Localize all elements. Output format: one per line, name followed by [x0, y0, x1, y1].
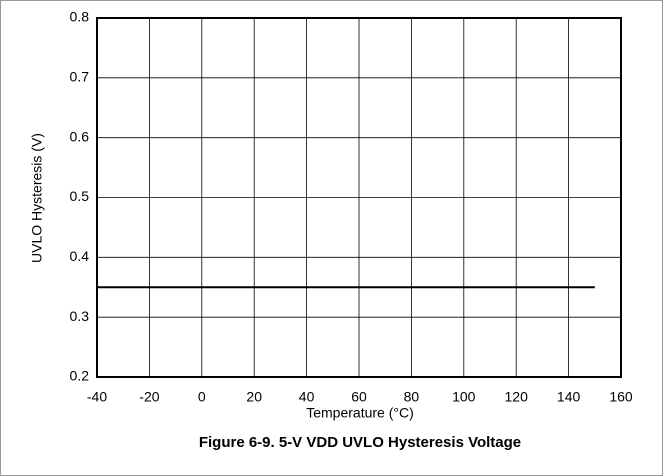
x-axis-label: Temperature (°C) — [306, 405, 414, 421]
x-tick-label: 0 — [198, 389, 206, 405]
y-axis-label: UVLO Hysteresis (V) — [29, 133, 45, 263]
x-tick-label: 40 — [299, 389, 315, 405]
x-tick-label: -40 — [87, 389, 107, 405]
y-tick-label: 0.2 — [70, 368, 90, 384]
plot-border — [96, 17, 622, 378]
y-tick-label: 0.5 — [70, 188, 90, 204]
chart-title: Figure 6-9. 5-V VDD UVLO Hysteresis Volt… — [199, 434, 521, 451]
y-tick-label: 0.3 — [70, 308, 90, 324]
y-tick-label: 0.7 — [70, 69, 90, 85]
x-tick-label: 20 — [246, 389, 262, 405]
x-tick-label: -20 — [139, 389, 159, 405]
y-tick-label: 0.6 — [70, 128, 90, 144]
x-tick-label: 80 — [404, 389, 420, 405]
x-tick-label: 160 — [609, 389, 633, 405]
x-tick-label: 100 — [452, 389, 476, 405]
y-tick-label: 0.8 — [70, 9, 90, 25]
y-tick-label: 0.4 — [70, 248, 90, 264]
x-tick-label: 120 — [505, 389, 529, 405]
x-tick-label: 140 — [557, 389, 581, 405]
x-tick-label: 60 — [351, 389, 367, 405]
